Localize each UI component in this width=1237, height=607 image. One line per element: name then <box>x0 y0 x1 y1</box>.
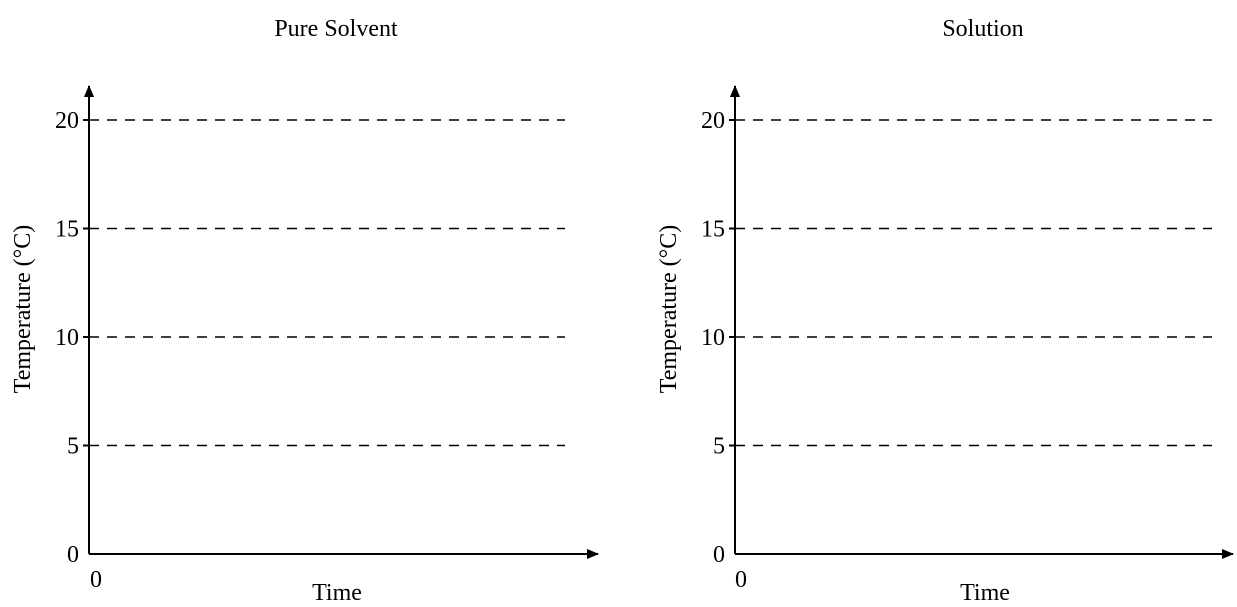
gridlines <box>83 119 565 447</box>
y-tick-label-5: 5 <box>713 434 725 460</box>
x-axis-label: Time <box>960 580 1010 606</box>
y-tick-label-5: 5 <box>67 434 79 460</box>
y-axis-label: Temperature (°C) <box>10 225 36 394</box>
x-tick-label-0: 0 <box>735 567 747 593</box>
x-tick-label-0: 0 <box>90 567 102 593</box>
y-axis-label: Temperature (°C) <box>656 225 682 394</box>
y-tick-label-10: 10 <box>701 325 725 351</box>
y-tick-labels: 0 5 10 15 20 <box>701 108 725 568</box>
gridlines <box>729 119 1212 447</box>
chart-solution: Solution 0 5 10 15 20 0 Time Temperature (°C… <box>656 16 1234 606</box>
y-tick-label-20: 20 <box>55 108 79 134</box>
y-tick-label-0: 0 <box>67 542 79 568</box>
chart-pure-solvent: Pure Solvent 0 5 10 15 20 0 Time Temperature… <box>10 16 599 606</box>
y-tick-label-15: 15 <box>55 217 79 243</box>
y-tick-label-10: 10 <box>55 325 79 351</box>
x-axis-label: Time <box>312 580 362 606</box>
chart-title: Pure Solvent <box>274 16 398 42</box>
y-tick-label-15: 15 <box>701 217 725 243</box>
y-tick-label-20: 20 <box>701 108 725 134</box>
y-tick-labels: 0 5 10 15 20 <box>55 108 79 568</box>
y-tick-label-0: 0 <box>713 542 725 568</box>
chart-title: Solution <box>942 16 1023 42</box>
